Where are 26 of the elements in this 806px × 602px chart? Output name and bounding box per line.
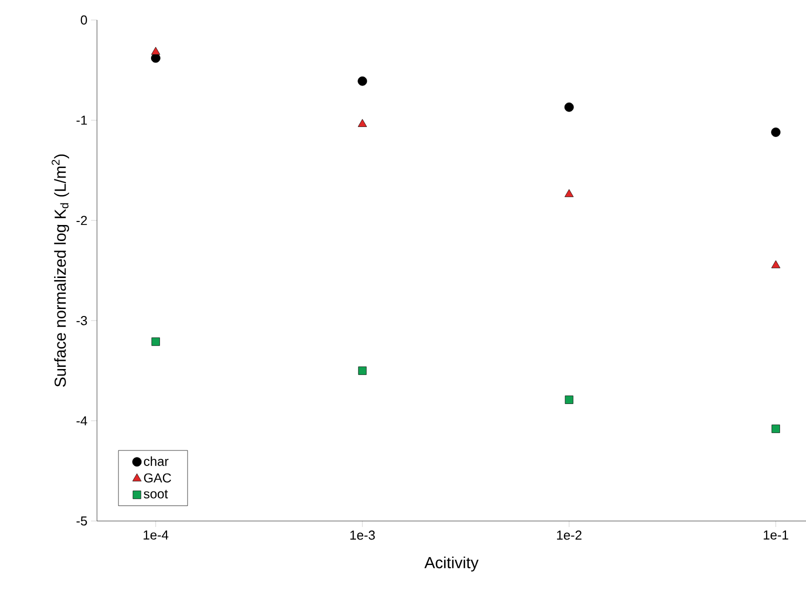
legend-label: char bbox=[144, 456, 168, 466]
y-tick-label: -2 bbox=[76, 216, 87, 225]
x-tick-label: 1e-3 bbox=[350, 530, 375, 540]
point bbox=[358, 119, 367, 127]
point bbox=[358, 76, 368, 86]
x-tick-label: 1e-4 bbox=[144, 530, 168, 540]
y-tick-label: -5 bbox=[76, 516, 87, 526]
point bbox=[151, 46, 160, 55]
y-tick-label: 0 bbox=[80, 15, 88, 25]
x-axis-title: Acitivity bbox=[424, 556, 479, 572]
point bbox=[564, 102, 574, 112]
y-tick-label: -1 bbox=[76, 116, 87, 125]
y-tick-label: -3 bbox=[76, 316, 87, 326]
point bbox=[152, 337, 160, 346]
y-tick-label: -4 bbox=[76, 416, 88, 426]
point bbox=[564, 189, 574, 198]
point bbox=[771, 260, 780, 268]
x-tick-label: 1e-1 bbox=[764, 530, 788, 540]
legend-label: GAC bbox=[144, 473, 172, 483]
legend-label: soot bbox=[144, 490, 168, 498]
y-axis-title: Surface normalized log K$_{d}$ (L/m$^{2}$) bbox=[52, 154, 70, 387]
point bbox=[771, 128, 780, 137]
point bbox=[564, 396, 574, 404]
point bbox=[358, 366, 367, 375]
point bbox=[772, 424, 780, 433]
x-tick-label: 1e-2 bbox=[557, 530, 582, 540]
